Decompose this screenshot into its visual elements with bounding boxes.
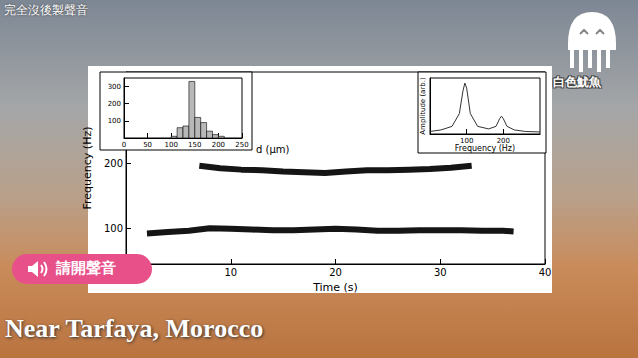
html-text:請開聲音: 請開聲音 [56,259,116,277]
svg-text:Frequency (Hz): Frequency (Hz) [81,127,94,210]
svg-text:20: 20 [329,267,342,278]
svg-text:0: 0 [122,141,126,149]
svg-text:50: 50 [143,141,152,149]
svg-text:250: 250 [235,141,248,149]
svg-text:100: 100 [460,137,473,145]
svg-text:40: 40 [539,267,552,278]
svg-text:200: 200 [212,141,225,149]
svg-text:300: 300 [108,83,121,91]
svg-text:Frequency (Hz): Frequency (Hz) [455,144,515,153]
svg-text:200: 200 [104,158,123,169]
svg-text:200: 200 [108,100,121,108]
svg-text:Time (s): Time (s) [312,281,358,294]
svg-text:30: 30 [434,267,447,278]
svg-text:100: 100 [104,223,123,234]
svg-text:Amplitude (arb.): Amplitude (arb.) [419,77,427,135]
svg-text:100: 100 [165,141,178,149]
html-text:Near Tarfaya, Morocco: Near Tarfaya, Morocco [5,314,264,343]
svg-text:150: 150 [188,141,201,149]
svg-text:d (μm): d (μm) [256,144,290,155]
svg-text:100: 100 [108,117,121,125]
svg-text:200: 200 [497,137,510,145]
html-text:完全沒後製聲音: 完全沒後製聲音 [4,3,88,17]
html-text:白色魷魚: 白色魷魚 [553,75,601,89]
svg-text:10: 10 [224,267,237,278]
